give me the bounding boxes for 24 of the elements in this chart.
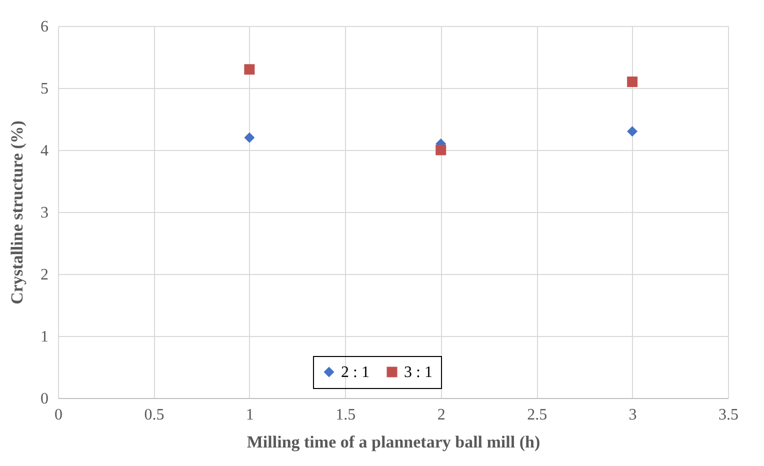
point <box>244 132 255 143</box>
y-tick-label: 3 <box>40 204 48 222</box>
legend-label: 2 : 1 <box>341 364 370 381</box>
y-tick-label: 4 <box>40 142 48 160</box>
point <box>436 144 446 156</box>
x-tick-label: 0 <box>54 406 62 424</box>
x-tick-label: 3.5 <box>718 406 738 424</box>
point <box>627 76 638 88</box>
x-tick-label: 1.5 <box>336 406 356 424</box>
y-tick-label: 2 <box>40 266 48 284</box>
y-tick-label: 6 <box>40 18 48 36</box>
x-tick-label: 0.5 <box>144 406 164 424</box>
y-tick-label: 5 <box>40 80 48 98</box>
x-axis-title: Milling time of a plannetary ball mill (h) <box>246 432 540 452</box>
x-tick-label: 2 <box>437 406 446 424</box>
y-tick-label: 1 <box>40 328 48 346</box>
point <box>627 126 638 137</box>
x-tick-label: 3 <box>628 406 637 424</box>
y-tick-label: 0 <box>40 390 48 408</box>
legend-label: 3 : 1 <box>404 364 432 381</box>
y-axis-title: Crystalline structure (%) <box>8 120 26 304</box>
point <box>244 64 255 75</box>
x-tick-label: 1 <box>246 406 254 424</box>
x-tick-label: 2.5 <box>527 406 548 424</box>
